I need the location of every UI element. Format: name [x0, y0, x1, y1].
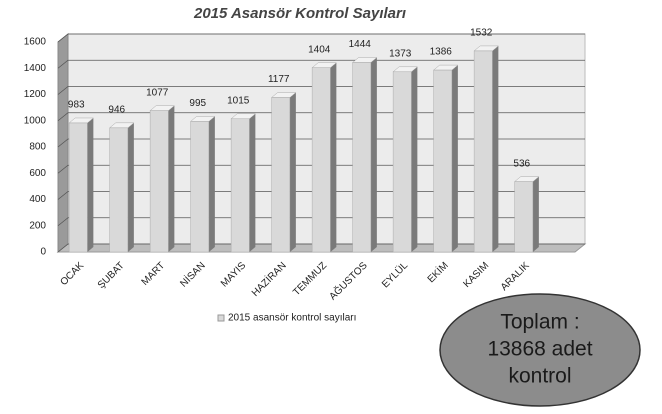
legend-swatch — [217, 314, 225, 322]
x-tick-label: EKİM — [424, 259, 450, 285]
y-tick-label: 800 — [29, 142, 46, 153]
bar-front — [271, 97, 291, 253]
chart-title: 2015 Asansör Kontrol Sayıları — [193, 5, 406, 22]
bar-front — [230, 118, 250, 253]
y-tick-label: 200 — [29, 220, 46, 231]
bar-front — [68, 122, 88, 253]
value-label: 536 — [513, 158, 530, 169]
bar — [108, 122, 135, 253]
legend-label: 2015 asansör kontrol sayıları — [228, 313, 356, 324]
bar-front — [352, 62, 372, 253]
y-tick-label: 1000 — [24, 115, 47, 126]
bar-side — [370, 57, 377, 252]
value-label: 1404 — [308, 44, 331, 55]
bar-front — [190, 121, 210, 253]
x-tick-label: NİSAN — [177, 259, 208, 290]
bar-side — [87, 117, 94, 252]
total-note: kontrol — [508, 365, 571, 388]
value-label: 1015 — [227, 95, 250, 106]
value-label: 1077 — [146, 87, 169, 98]
bar-side — [127, 122, 134, 253]
bar — [68, 117, 95, 253]
bar-side — [532, 176, 539, 252]
x-tick-label: HAZİRAN — [248, 259, 288, 299]
bar — [311, 62, 338, 253]
bar-front — [311, 67, 331, 253]
grid-line — [57, 59, 585, 69]
y-tick-label: 0 — [40, 247, 46, 258]
y-tick-label: 1600 — [24, 37, 47, 48]
value-label: 1386 — [430, 47, 453, 58]
bar-side — [492, 45, 499, 252]
y-tick-label: 400 — [29, 194, 46, 205]
y-tick-label: 1400 — [24, 63, 47, 74]
bar — [270, 92, 297, 253]
bar-front — [514, 181, 534, 253]
x-tick-label: MART — [140, 260, 168, 288]
total-note: Toplam : — [500, 311, 579, 334]
bar — [230, 113, 257, 253]
value-label: 1373 — [389, 48, 412, 59]
bar-side — [249, 113, 256, 252]
value-label: 983 — [68, 100, 85, 111]
x-tick-label: OCAK — [58, 260, 86, 288]
x-tick-label: MAYIS — [219, 260, 248, 289]
bar — [351, 57, 378, 253]
bar-front — [473, 50, 493, 253]
bar-side — [451, 65, 458, 253]
x-tick-label: ŞUBAT — [96, 260, 127, 291]
bar-side — [289, 92, 296, 252]
total-note: 13868 adet — [487, 338, 592, 361]
y-tick-label: 600 — [29, 168, 46, 179]
total-bubble — [439, 293, 641, 407]
grid-line — [57, 33, 585, 43]
x-tick-label: TEMMUZ — [291, 260, 329, 298]
bar — [149, 105, 176, 253]
x-tick-label: EYLÜL — [379, 259, 410, 290]
bar — [513, 176, 540, 253]
bar — [392, 66, 419, 253]
bar-front — [149, 110, 169, 253]
bar-front — [433, 69, 453, 253]
y-tick-label: 1200 — [24, 89, 47, 100]
bar-side — [411, 66, 418, 252]
x-tick-label: KASIM — [461, 260, 491, 290]
bar — [189, 116, 216, 253]
x-tick-label: AĞUSTOS — [326, 259, 370, 303]
bar-side — [208, 116, 215, 252]
bar-front — [392, 71, 412, 253]
bar — [473, 45, 500, 253]
bar — [432, 64, 459, 253]
value-label: 1444 — [349, 39, 372, 50]
value-label: 946 — [108, 104, 125, 115]
value-label: 1532 — [470, 28, 493, 39]
value-label: 995 — [189, 98, 206, 109]
bar-side — [168, 105, 175, 252]
x-tick-label: ARALIK — [499, 260, 532, 293]
value-label: 1177 — [268, 74, 290, 85]
bar-front — [109, 127, 129, 253]
bar-side — [330, 62, 337, 252]
